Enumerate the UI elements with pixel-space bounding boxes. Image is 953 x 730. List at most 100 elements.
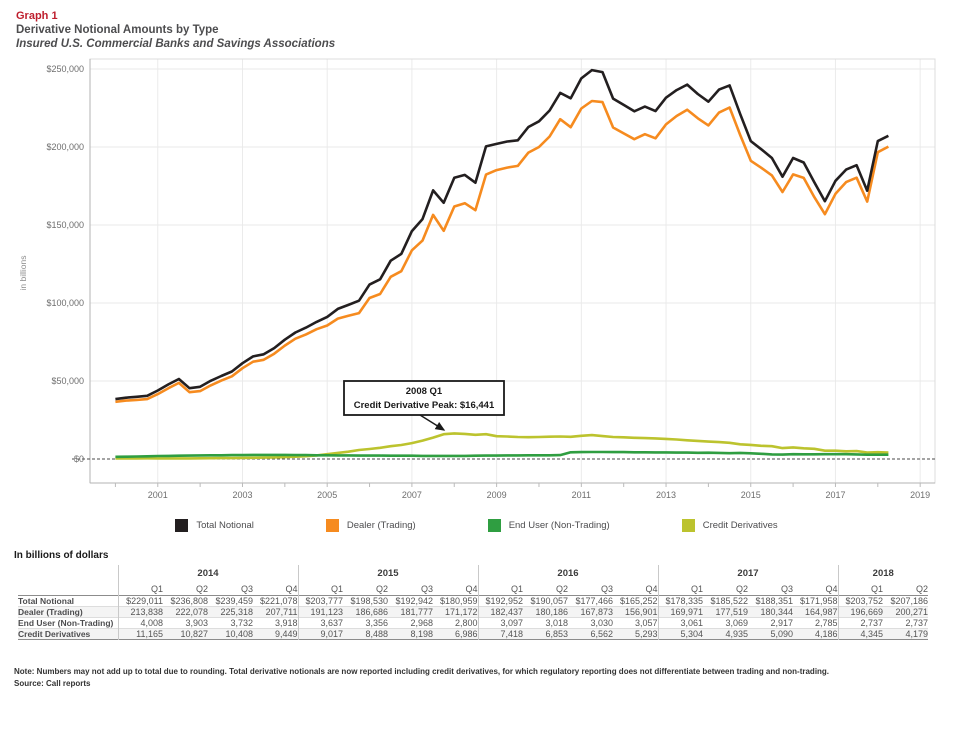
quarter-header: Q2 <box>195 583 208 594</box>
legend-item-credit-derivatives: Credit Derivatives <box>681 518 778 532</box>
quarter-header: Q1 <box>657 582 703 596</box>
table-cell: $229,011 <box>117 595 163 607</box>
table-cell: 2,968 <box>410 618 433 628</box>
table-cell: 4,345 <box>837 628 883 640</box>
table-cell: $198,530 <box>350 596 388 606</box>
table-cell: 191,123 <box>297 606 343 618</box>
table-cell: 169,971 <box>657 606 703 618</box>
table-cell: 3,097 <box>477 617 523 629</box>
table-cell: 6,986 <box>454 629 478 639</box>
annotation-arrow <box>419 414 446 431</box>
x-tick-label: 2005 <box>317 490 337 500</box>
year-group-header: 2014 <box>117 565 298 582</box>
page-title: Derivative Notional Amounts by Type <box>16 24 219 36</box>
legend-label: Total Notional <box>196 519 254 531</box>
table-cell: 3,918 <box>274 618 298 628</box>
table-cell: 2,800 <box>454 618 478 628</box>
table-head: 2014 2015 2016 2017 2018 Q1 Q2 Q3 Q4 Q1 Q2 Q3 Q4 Q1 Q2… <box>18 565 928 596</box>
annotation-title: 2008 Q1 <box>406 386 443 397</box>
quarter-header: Q3 <box>600 583 613 594</box>
plot-border <box>89 58 936 484</box>
table-cell: 3,356 <box>365 618 388 628</box>
table-cell: 4,179 <box>905 629 928 639</box>
table-row: Credit Derivatives 11,165 10,827 10,408 9,44… <box>18 628 928 640</box>
legend-label: End User (Non-Trading) <box>508 519 610 531</box>
table-cell: 10,408 <box>225 629 253 639</box>
table-cell: 8,488 <box>365 629 388 639</box>
legend-label: Dealer (Trading) <box>346 519 416 531</box>
quarter-header: Q2 <box>735 583 748 594</box>
table-body: Total Notional $229,011 $236,808 $239,459 $2… <box>18 595 928 640</box>
legend-label: Credit Derivatives <box>702 519 778 531</box>
row-label: Total Notional <box>18 596 75 606</box>
table-cell: $192,952 <box>477 595 523 607</box>
table-cell: 164,987 <box>804 607 838 617</box>
table-cell: 4,935 <box>725 629 748 639</box>
table-cell: 156,901 <box>624 607 658 617</box>
series-line-credit-derivatives <box>115 432 889 460</box>
row-label: End User (Non-Trading) <box>18 618 114 628</box>
year-group-header: 2017 <box>657 565 838 582</box>
row-label: Dealer (Trading) <box>18 607 83 617</box>
footer: Note: Numbers may not add up to total du… <box>14 666 953 690</box>
annotation-box <box>343 380 505 416</box>
table-cell: $192,942 <box>395 596 433 606</box>
legend-swatch <box>681 518 695 532</box>
y-tick-label: $150,000 <box>46 220 84 230</box>
quarter-header: Q1 <box>117 582 163 596</box>
chart-legend: Total Notional Dealer (Trading) End User (… <box>0 514 953 536</box>
table-cell: $185,522 <box>710 596 748 606</box>
table-cell: 3,637 <box>297 617 343 629</box>
quarter-header: Q4 <box>645 583 658 594</box>
year-group-header: 2016 <box>477 565 658 582</box>
table-cell: 8,198 <box>410 629 433 639</box>
x-tick-label: 2009 <box>487 490 507 500</box>
graph-number-label: Graph 1 <box>16 10 58 22</box>
x-tick-label: 2019 <box>910 490 930 500</box>
table-cell: 200,271 <box>895 607 928 617</box>
table-cell: $178,335 <box>657 595 703 607</box>
legend-item-end-user-non-trading: End User (Non-Trading) <box>487 518 610 532</box>
table-cell: $239,459 <box>215 596 253 606</box>
legend-swatch <box>487 518 501 532</box>
table-cell: $221,078 <box>259 596 298 606</box>
annotation-text: Credit Derivative Peak: $16,441 <box>354 400 495 411</box>
table-cell: 167,873 <box>580 607 613 617</box>
table-cell: 5,304 <box>657 628 703 640</box>
table-cell: $190,057 <box>530 596 568 606</box>
table-cell: 6,853 <box>545 629 568 639</box>
quarter-header: Q4 <box>825 583 838 594</box>
table-cell: 11,165 <box>117 628 163 640</box>
table-cell: 5,293 <box>634 629 658 639</box>
table-caption: In billions of dollars <box>14 550 109 561</box>
table-cell: 4,008 <box>117 617 163 629</box>
table-cell: 186,686 <box>355 607 388 617</box>
quarter-header: Q1 <box>837 582 883 596</box>
table-cell: $180,959 <box>439 596 478 606</box>
table-cell: 2,737 <box>905 618 928 628</box>
table-row: End User (Non-Trading) 4,008 3,903 3,732 3,9… <box>18 617 928 629</box>
table-cell: 3,069 <box>725 618 748 628</box>
quarter-header: Q3 <box>420 583 433 594</box>
series-line-end-user-non-trading <box>115 450 889 459</box>
quarter-header: Q1 <box>297 582 343 596</box>
table-cell: 2,785 <box>814 618 838 628</box>
table-cell: 3,061 <box>657 617 703 629</box>
x-tick-label: 2011 <box>572 490 591 500</box>
x-tick-label: 2007 <box>402 490 422 500</box>
table-cell: 171,172 <box>444 607 478 617</box>
y-tick-label: $50,000 <box>51 376 84 386</box>
page-subtitle: Insured U.S. Commercial Banks and Saving… <box>16 38 336 50</box>
table-cell: 10,827 <box>180 629 208 639</box>
table-cell: 9,449 <box>274 629 298 639</box>
table-cell: 177,519 <box>715 607 748 617</box>
table-cell: $171,958 <box>799 596 838 606</box>
legend-swatch <box>175 518 189 532</box>
table-quarter-row: Q1 Q2 Q3 Q4 Q1 Q2 Q3 Q4 Q1 Q2 Q3 Q4 Q1 Q2 Q3 Q4 Q1 Q2 <box>18 582 928 596</box>
table-cell: 181,777 <box>400 607 433 617</box>
footnote: Note: Numbers may not add up to total du… <box>14 667 830 676</box>
y-tick-label: $250,000 <box>46 64 84 74</box>
legend-item-total-notional: Total Notional <box>175 518 254 532</box>
table-cell: 3,030 <box>590 618 613 628</box>
table-cell: 4,186 <box>814 629 838 639</box>
